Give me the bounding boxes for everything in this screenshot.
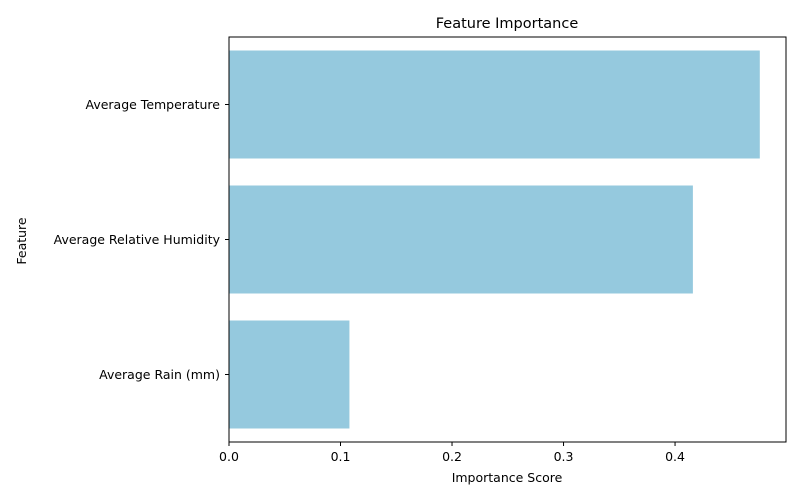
y-tick-label: Average Temperature — [86, 97, 221, 112]
y-tick-label: Average Relative Humidity — [54, 232, 221, 247]
bar — [229, 185, 693, 294]
x-tick-label: 0.1 — [331, 449, 351, 464]
y-tick-label: Average Rain (mm) — [99, 367, 220, 382]
y-axis-label: Feature — [14, 217, 29, 265]
x-tick-label: 0.4 — [665, 449, 685, 464]
x-tick-label: 0.3 — [554, 449, 574, 464]
x-tick-label: 0.0 — [219, 449, 239, 464]
bar — [229, 50, 760, 159]
axes-layer: Average Temperature Average Relative Humi… — [54, 36, 787, 464]
x-tick-label: 0.2 — [442, 449, 462, 464]
bars-layer — [229, 50, 760, 429]
bar — [229, 320, 350, 429]
plot-frame — [228, 36, 787, 443]
x-axis-label: Importance Score — [452, 470, 563, 485]
chart-title: Feature Importance — [436, 16, 579, 32]
